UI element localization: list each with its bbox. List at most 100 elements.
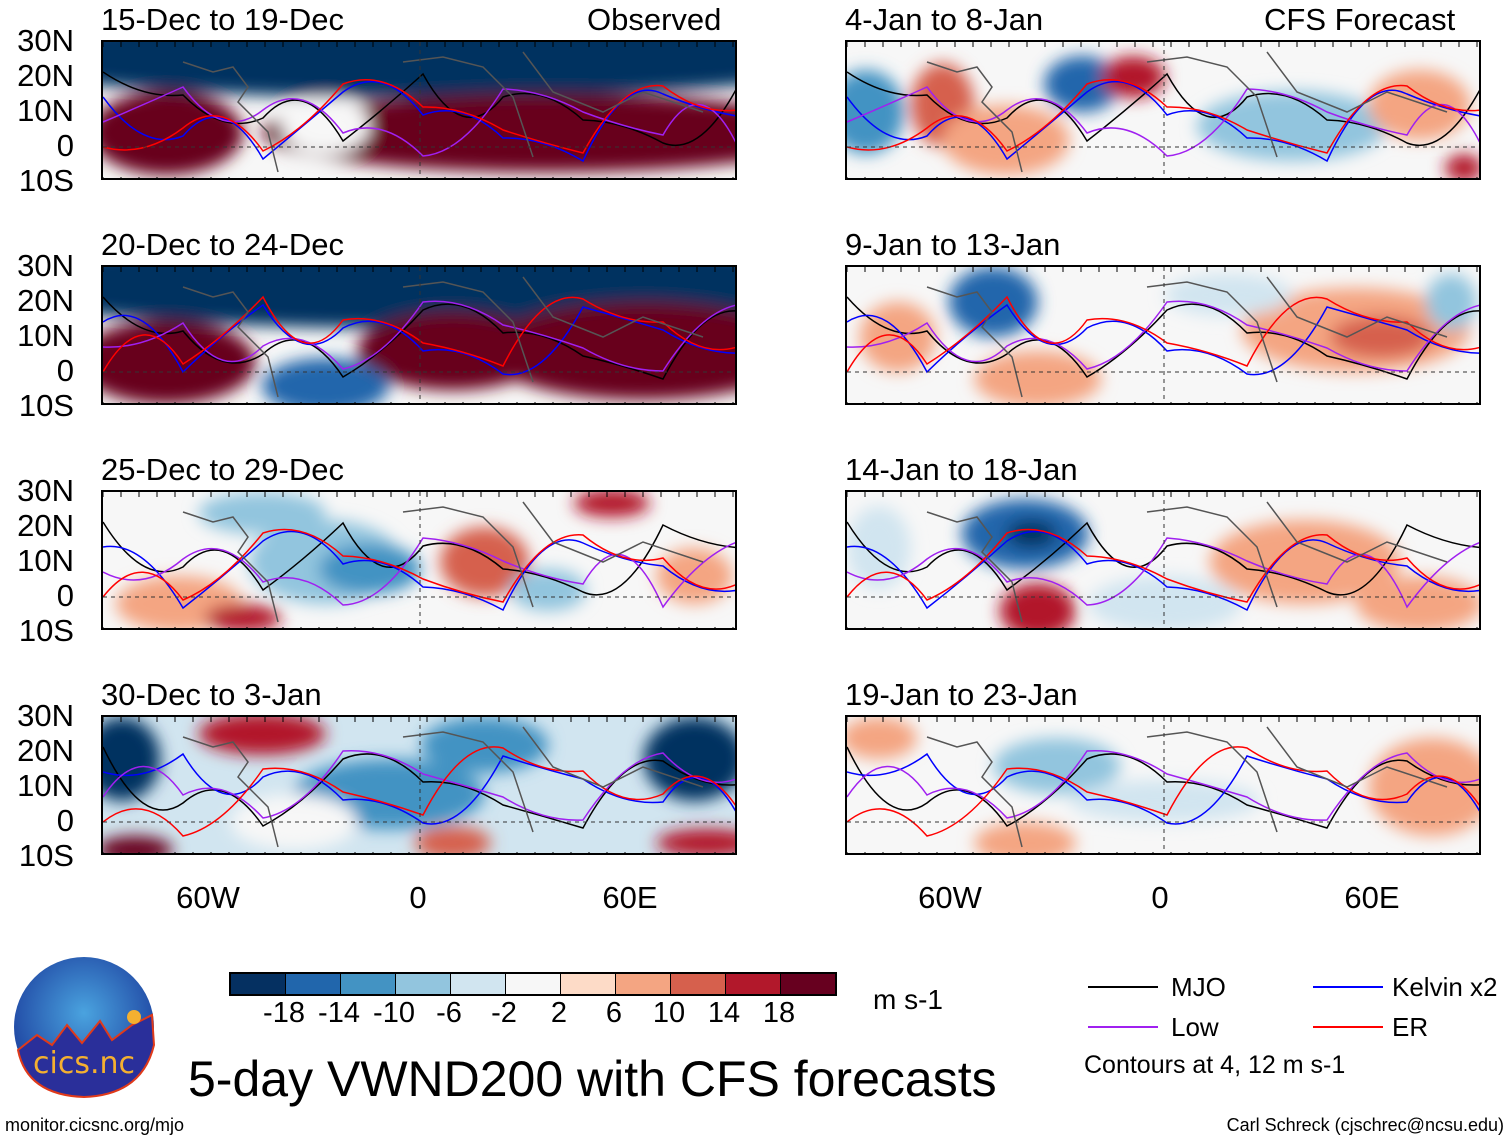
colorbar-label: -18 xyxy=(263,997,305,1029)
colorbar-label: 18 xyxy=(762,997,796,1029)
anomaly-blob xyxy=(1165,274,1293,316)
legend-line-kelvin xyxy=(1313,986,1383,988)
anomaly-blob xyxy=(1209,520,1401,604)
legend-label-er: ER xyxy=(1392,1012,1429,1042)
coastline xyxy=(926,726,1448,848)
colorbar-label: -6 xyxy=(436,997,462,1029)
logo-text: cics.nc xyxy=(33,1046,135,1081)
anomaly-blob xyxy=(1069,780,1261,822)
lat-label: 20N xyxy=(17,283,74,318)
colorbar-units: m s-1 xyxy=(873,984,943,1015)
lat-label: 20N xyxy=(17,733,74,768)
contour-line xyxy=(103,528,735,603)
coastline xyxy=(182,501,704,623)
legend-line-er xyxy=(1313,1026,1383,1028)
lat-label: 0 xyxy=(56,353,74,388)
anomaly-blob xyxy=(1330,316,1433,358)
coastline xyxy=(182,51,704,173)
anomaly-blob xyxy=(656,548,733,604)
contour-line xyxy=(103,71,735,147)
lat-label: 20N xyxy=(17,58,74,93)
lat-label: 30N xyxy=(17,248,74,283)
anomaly-blob xyxy=(319,543,421,595)
contour-line xyxy=(847,295,1479,373)
coastline xyxy=(926,276,1448,398)
anomaly-blob xyxy=(974,351,1102,403)
contour-note: Contours at 4, 12 m s-1 xyxy=(1084,1051,1346,1079)
contour-line xyxy=(103,752,735,825)
colorbar-label: 14 xyxy=(707,997,741,1029)
anomaly-blob xyxy=(999,583,1076,628)
panel-title-cfs-forecast: CFS Forecast xyxy=(1264,2,1456,37)
anomaly-blob xyxy=(1425,274,1477,330)
anomaly-blob xyxy=(421,717,549,773)
colorbar-label: -10 xyxy=(373,997,415,1029)
colorbar-swatch xyxy=(286,974,341,994)
coastline xyxy=(926,501,1448,623)
anomaly-blob xyxy=(656,829,735,853)
colorbar-swatch xyxy=(231,974,286,994)
anomaly-blob xyxy=(1044,56,1121,112)
anomaly-blob xyxy=(847,70,905,154)
anomaly-blob xyxy=(230,794,358,850)
lat-label: 10S xyxy=(18,613,74,648)
lat-label: 30N xyxy=(17,473,74,508)
anomaly-blob xyxy=(993,738,1121,794)
footer-credit: Carl Schreck (cjschrec@ncsu.edu) xyxy=(1226,1115,1504,1135)
footer-url: monitor.cicsnc.org/mjo xyxy=(5,1115,185,1135)
anomaly-blob xyxy=(643,717,735,801)
colorbar-label: 6 xyxy=(605,997,623,1029)
anomaly-blob xyxy=(573,492,650,518)
lon-label: 60E xyxy=(1344,880,1400,915)
anomaly-blob xyxy=(1368,738,1479,836)
anomaly-blob xyxy=(204,604,282,628)
lon-label: 60E xyxy=(602,880,658,915)
colorbar-swatch xyxy=(671,974,726,994)
anomaly-blob xyxy=(1196,91,1388,161)
panel-title: 20-Dec to 24-Dec xyxy=(101,227,344,262)
contour-line xyxy=(847,300,1479,372)
contour-line xyxy=(847,746,1479,837)
contour-line xyxy=(847,80,1479,163)
lon-label: 0 xyxy=(1151,880,1169,915)
anomaly-blob xyxy=(262,358,390,403)
contour-line xyxy=(847,528,1479,603)
lat-label: 0 xyxy=(56,578,74,613)
colorbar-swatch xyxy=(396,974,451,994)
figure-title: 5-day VWND200 with CFS forecasts xyxy=(188,1051,997,1107)
map-panel xyxy=(845,715,1481,855)
contour-line xyxy=(103,295,735,373)
colorbar-swatch xyxy=(451,974,506,994)
legend-label-low: Low xyxy=(1171,1012,1219,1042)
map-panel xyxy=(101,265,737,405)
lon-label: 60W xyxy=(918,880,982,915)
anomaly-blob xyxy=(1444,154,1479,178)
panel-title: 4-Jan to 8-Jan xyxy=(845,2,1044,37)
contour-line xyxy=(103,746,735,829)
lat-label: 10N xyxy=(17,318,74,353)
contour-line xyxy=(103,537,735,609)
contour-line xyxy=(103,80,735,163)
contour-line xyxy=(847,746,1479,829)
panel-title: 25-Dec to 29-Dec xyxy=(101,452,344,487)
anomaly-blob xyxy=(1088,576,1242,628)
contour-line xyxy=(847,71,1479,147)
panel-title-observed: Observed xyxy=(587,2,722,37)
lat-label: 20N xyxy=(17,508,74,543)
colorbar-swatch xyxy=(616,974,671,994)
panel-title: 15-Dec to 19-Dec xyxy=(101,2,344,37)
map-panel xyxy=(101,40,737,180)
lat-label: 0 xyxy=(56,128,74,163)
anomaly-blob xyxy=(414,826,491,853)
colorbar-label: -2 xyxy=(491,997,517,1029)
anomaly-blob xyxy=(281,98,371,154)
anomaly-blob xyxy=(1368,70,1471,140)
colorbar xyxy=(229,972,837,996)
contour-line xyxy=(847,79,1479,154)
anomaly-blob xyxy=(948,267,1038,337)
anomaly-blob xyxy=(103,836,173,853)
anomaly-blob xyxy=(847,506,911,590)
panel-title: 30-Dec to 3-Jan xyxy=(101,677,322,712)
lon-label: 0 xyxy=(409,880,427,915)
lon-label: 60W xyxy=(176,880,240,915)
